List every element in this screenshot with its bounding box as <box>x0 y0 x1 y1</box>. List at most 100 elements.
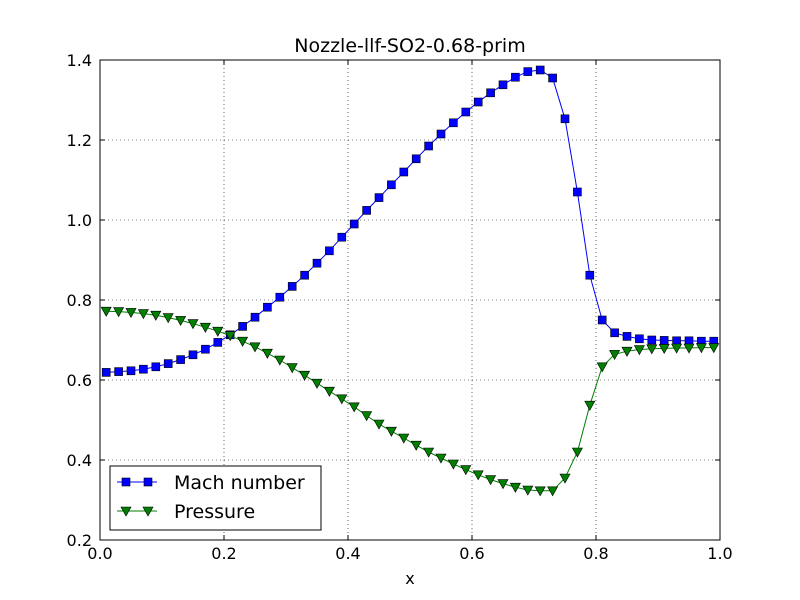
mach-number-point <box>424 141 433 151</box>
mach-number-point <box>523 67 533 76</box>
pressure-point <box>212 326 224 337</box>
mach-number-point <box>337 232 347 242</box>
mach-number-point <box>560 114 570 124</box>
mach-number-point <box>188 350 198 360</box>
mach-number-point <box>250 312 260 322</box>
pressure-point <box>237 336 249 347</box>
mach-number-point <box>573 187 582 197</box>
mach-number-point <box>585 270 595 280</box>
mach-number-point <box>300 270 309 280</box>
pressure-point <box>150 310 162 321</box>
pressure-point <box>286 363 298 374</box>
series-layer <box>100 65 720 497</box>
mach-number-point <box>647 335 657 345</box>
series-mach-number <box>101 65 719 377</box>
pressure-point <box>435 453 447 464</box>
mach-number-point <box>163 359 173 368</box>
pressure-point <box>658 344 670 355</box>
x-axis-title: x <box>405 569 414 588</box>
pressure-point <box>509 482 521 493</box>
pressure-point <box>373 419 385 430</box>
mach-number-point <box>684 336 694 346</box>
pressure-point <box>447 459 459 470</box>
pressure-point <box>695 343 707 354</box>
pressure-point <box>596 362 608 373</box>
pressure-point <box>137 309 149 320</box>
x-tick-label: 0.2 <box>211 544 236 563</box>
mach-number-point <box>374 193 384 202</box>
mach-number-point <box>535 65 545 75</box>
pressure-point <box>683 343 695 354</box>
mach-number-point <box>139 364 148 374</box>
ticks <box>99 59 721 541</box>
pressure-point <box>299 370 311 381</box>
legend-pressure-marker <box>142 506 154 517</box>
pressure-point <box>423 447 435 458</box>
mach-number-point <box>511 72 520 82</box>
pressure-point <box>671 343 683 354</box>
pressure-point <box>224 331 236 342</box>
tick-labels: 0.0 0.2 0.4 0.6 0.8 1.00.20.40.60.81.01.21.4 <box>67 51 733 563</box>
legend-mach-marker <box>121 477 131 487</box>
pressure-point <box>584 400 596 411</box>
legend-pressure-marker <box>120 506 132 517</box>
legend-mach-label: Mach number <box>174 472 305 494</box>
mach-number-point <box>461 107 471 117</box>
pressure-point <box>497 479 509 490</box>
pressure-point <box>398 433 410 444</box>
y-tick-label: 0.2 <box>67 531 92 550</box>
x-tick-label: 0.0 <box>87 544 112 563</box>
x-tick-label: 0.8 <box>583 544 608 563</box>
pressure-point <box>336 394 348 405</box>
pressure-point <box>385 426 397 437</box>
pressure-point <box>348 402 360 413</box>
mach-number-point <box>498 80 508 90</box>
pressure-point <box>323 386 335 397</box>
pressure-point <box>361 411 373 422</box>
pressure-point <box>261 348 273 359</box>
y-tick-label: 0.8 <box>67 291 92 310</box>
legend-pressure-label: Pressure <box>174 501 255 523</box>
pressure-point <box>472 470 484 481</box>
series-pressure <box>100 306 720 497</box>
pressure-point <box>633 345 645 356</box>
mach-number-point <box>635 334 644 344</box>
mach-number-point <box>101 368 111 377</box>
mach-number-point <box>325 246 334 256</box>
y-tick-label: 1.2 <box>67 131 92 150</box>
x-tick-label: 0.4 <box>335 544 360 563</box>
pressure-point <box>646 344 658 355</box>
pressure-point <box>199 322 211 333</box>
pressure-point <box>113 307 125 318</box>
mach-number-point <box>126 366 136 376</box>
pressure-point <box>460 465 472 476</box>
pressure-point <box>274 355 286 366</box>
mach-number-point <box>486 88 495 98</box>
mach-number-point <box>349 219 359 229</box>
mach-number-point <box>659 336 669 345</box>
mach-number-point <box>610 328 619 338</box>
y-tick-label: 1.0 <box>67 211 92 230</box>
x-tick-label: 0.6 <box>459 544 484 563</box>
pressure-point <box>621 346 633 357</box>
pressure-point <box>708 343 720 354</box>
pressure-point <box>485 475 497 486</box>
pressure-point <box>547 486 559 497</box>
pressure-point <box>175 316 187 327</box>
pressure-point <box>571 447 583 458</box>
pressure-point <box>100 306 112 317</box>
mach-number-point <box>548 73 557 83</box>
pressure-point <box>609 350 621 361</box>
y-tick-label: 0.6 <box>67 371 92 390</box>
mach-number-point <box>287 282 297 291</box>
mach-number-point <box>114 367 123 376</box>
mach-number-point <box>449 118 458 128</box>
mach-number-point <box>201 344 210 354</box>
pressure-point <box>162 313 174 324</box>
mach-number-point <box>151 362 161 372</box>
mach-number-point <box>263 302 272 312</box>
mach-number-point <box>473 97 483 107</box>
pressure-point <box>311 378 323 389</box>
mach-number-point <box>622 332 632 341</box>
